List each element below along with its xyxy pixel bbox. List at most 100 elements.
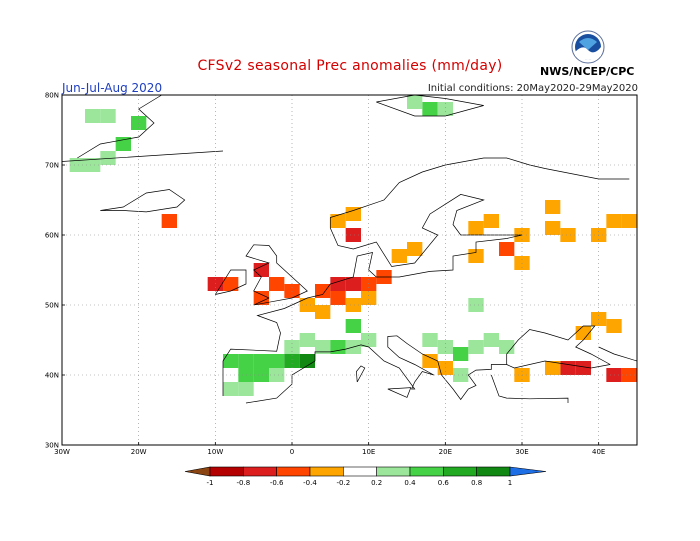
anomaly-cell xyxy=(361,291,377,305)
legend-swatch xyxy=(209,466,244,477)
anomaly-cell xyxy=(253,354,269,368)
anomaly-cell xyxy=(69,158,85,172)
coastline xyxy=(356,365,366,383)
legend-swatch xyxy=(243,466,277,477)
anomaly-cells xyxy=(69,95,637,396)
anomaly-cell xyxy=(161,214,177,228)
coastline xyxy=(506,325,611,365)
anomaly-cell xyxy=(299,333,315,347)
anomaly-cell xyxy=(483,333,499,347)
anomaly-cell xyxy=(391,249,407,263)
coastline xyxy=(222,157,630,396)
anomaly-cell xyxy=(345,207,361,221)
anomaly-cell xyxy=(499,242,515,256)
anomaly-cell xyxy=(85,158,101,172)
anomaly-cell xyxy=(345,228,361,242)
legend-swatch xyxy=(409,466,444,477)
latitude-label: 40N xyxy=(45,372,59,380)
legend-arrow-high xyxy=(509,466,547,477)
anomaly-cell xyxy=(560,228,576,242)
anomaly-cell xyxy=(223,277,239,291)
coastline xyxy=(598,346,638,362)
anomaly-cell xyxy=(407,95,423,109)
legend-tick-label: 0.6 xyxy=(438,479,450,487)
anomaly-cell xyxy=(100,151,116,165)
anomaly-cell xyxy=(621,214,637,228)
anomaly-cell xyxy=(253,368,269,382)
anomaly-cell xyxy=(545,361,561,375)
anomaly-cell xyxy=(468,340,484,354)
legend-swatch xyxy=(476,466,511,477)
legend-tick-label: -0.2 xyxy=(336,479,350,487)
latitude-label: 70N xyxy=(45,162,59,170)
anomaly-cell xyxy=(468,298,484,312)
anomaly-cell xyxy=(483,214,499,228)
map-title: CFSv2 seasonal Prec anomalies (mm/day) xyxy=(197,58,503,74)
legend-tick-label: 0.4 xyxy=(404,479,416,487)
longitude-label: 40E xyxy=(592,448,605,456)
map-gridlines xyxy=(62,95,637,445)
longitude-label: 10W xyxy=(207,448,223,456)
legend-tick-label: -0.8 xyxy=(236,479,250,487)
anomaly-cell xyxy=(422,102,438,116)
anomaly-cell xyxy=(223,382,239,396)
anomaly-cell xyxy=(269,368,285,382)
anomaly-cell xyxy=(315,340,331,354)
latitude-label: 30N xyxy=(45,442,59,450)
anomaly-cell xyxy=(407,242,423,256)
latitude-label: 60N xyxy=(45,232,59,240)
anomaly-cell xyxy=(330,291,346,305)
longitude-label: 30W xyxy=(54,448,70,456)
latitude-label: 80N xyxy=(45,92,59,100)
legend-tick-label: -1 xyxy=(207,479,214,487)
anomaly-cell xyxy=(100,109,116,123)
anomaly-cell xyxy=(453,347,469,361)
anomaly-cell xyxy=(345,298,361,312)
legend-swatch xyxy=(343,466,377,477)
coastline xyxy=(490,374,569,403)
longitude-label: 10E xyxy=(362,448,375,456)
anomaly-cell xyxy=(315,305,331,319)
anomaly-cell xyxy=(621,368,637,382)
initial-conditions: Initial conditions: 20May2020-29May2020 xyxy=(427,83,638,94)
anomaly-cell xyxy=(238,382,254,396)
coastline xyxy=(387,387,412,398)
anomaly-cell xyxy=(223,354,239,368)
anomaly-cell xyxy=(253,263,269,277)
legend-swatch xyxy=(309,466,344,477)
coastline xyxy=(215,269,247,295)
legend-tick-label: 0.8 xyxy=(471,479,482,487)
anomaly-cell xyxy=(284,354,300,368)
color-legend: -1 -0.8 -0.6 -0.4 -0.2 0.2 0.4 0.6 0.8 1 xyxy=(184,466,547,487)
anomaly-cell xyxy=(269,277,285,291)
anomaly-cell xyxy=(253,291,269,305)
coastlines xyxy=(61,94,638,404)
coastline xyxy=(245,244,308,306)
anomaly-cell xyxy=(330,277,346,291)
legend-tick-label: -0.6 xyxy=(270,479,284,487)
longitude-label: 30E xyxy=(515,448,528,456)
anomaly-cell xyxy=(453,368,469,382)
anomaly-cell xyxy=(330,214,346,228)
anomaly-cell xyxy=(238,354,254,368)
anomaly-cell xyxy=(468,249,484,263)
anomaly-cell xyxy=(315,284,331,298)
legend-tick-label: 0.2 xyxy=(371,479,382,487)
anomaly-cell xyxy=(345,277,361,291)
anomaly-cell xyxy=(468,221,484,235)
anomaly-cell xyxy=(606,214,622,228)
coastline xyxy=(100,189,186,213)
longitude-label: 0 xyxy=(290,448,294,456)
legend-arrow-low xyxy=(184,466,211,477)
longitude-label: 20E xyxy=(439,448,452,456)
anomaly-cell xyxy=(299,354,315,368)
anomaly-cell xyxy=(499,340,515,354)
anomaly-cell xyxy=(345,319,361,333)
agency-label: NWS/NCEP/CPC xyxy=(540,65,635,78)
anomaly-cell xyxy=(560,361,576,375)
anomaly-cell xyxy=(606,319,622,333)
noaa-logo-icon xyxy=(571,30,605,64)
anomaly-cell xyxy=(330,340,346,354)
legend-swatch xyxy=(376,466,411,477)
